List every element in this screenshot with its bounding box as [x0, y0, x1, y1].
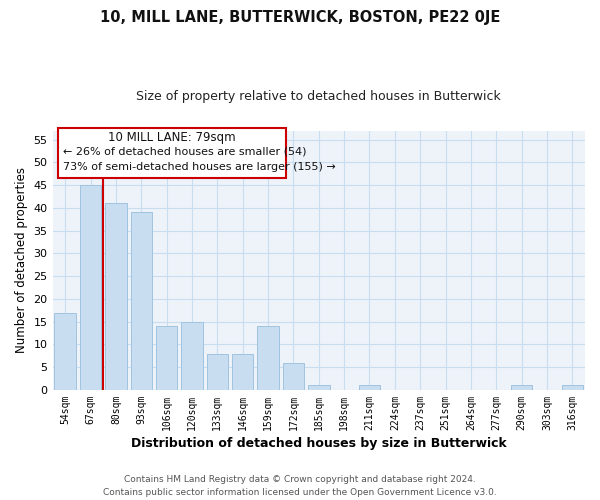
Text: 10, MILL LANE, BUTTERWICK, BOSTON, PE22 0JE: 10, MILL LANE, BUTTERWICK, BOSTON, PE22 …: [100, 10, 500, 25]
Text: ← 26% of detached houses are smaller (54): ← 26% of detached houses are smaller (54…: [62, 146, 306, 156]
Bar: [55, 312, 76, 390]
Bar: [511, 386, 532, 390]
Bar: [206, 354, 228, 390]
Bar: [308, 386, 329, 390]
Bar: [156, 326, 178, 390]
Text: 73% of semi-detached houses are larger (155) →: 73% of semi-detached houses are larger (…: [62, 162, 335, 172]
Bar: [181, 322, 203, 390]
Y-axis label: Number of detached properties: Number of detached properties: [15, 167, 28, 353]
Text: Contains HM Land Registry data © Crown copyright and database right 2024.: Contains HM Land Registry data © Crown c…: [124, 476, 476, 484]
Title: Size of property relative to detached houses in Butterwick: Size of property relative to detached ho…: [136, 90, 501, 103]
Bar: [257, 326, 279, 390]
X-axis label: Distribution of detached houses by size in Butterwick: Distribution of detached houses by size …: [131, 437, 506, 450]
Bar: [283, 362, 304, 390]
Bar: [58, 128, 286, 178]
Bar: [359, 386, 380, 390]
Text: Contains public sector information licensed under the Open Government Licence v3: Contains public sector information licen…: [103, 488, 497, 497]
Bar: [232, 354, 253, 390]
Bar: [80, 185, 101, 390]
Bar: [131, 212, 152, 390]
Bar: [105, 204, 127, 390]
Bar: [562, 386, 583, 390]
Text: 10 MILL LANE: 79sqm: 10 MILL LANE: 79sqm: [108, 131, 236, 144]
